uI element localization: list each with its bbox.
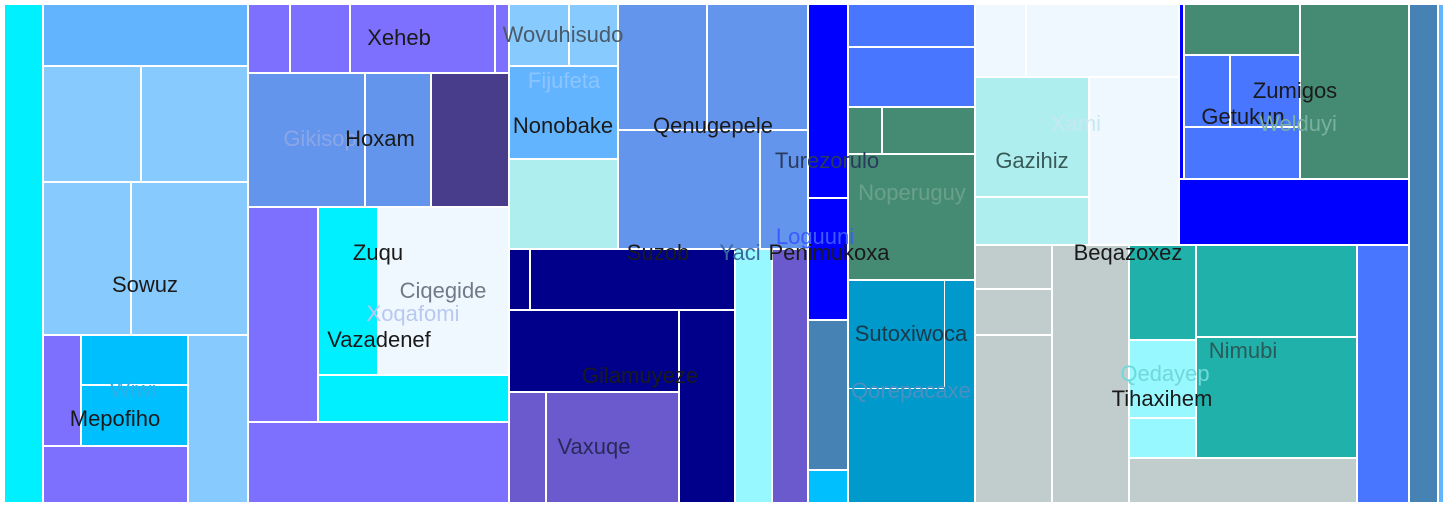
treemap-cell (975, 197, 1089, 245)
treemap-cell (679, 310, 735, 503)
treemap-cell (808, 4, 848, 198)
treemap-cell (509, 159, 618, 249)
treemap-cell (248, 422, 509, 503)
treemap-cell (248, 73, 365, 207)
treemap-cell (848, 47, 975, 107)
treemap-cell (848, 4, 975, 47)
treemap-cell (1184, 4, 1300, 55)
treemap-cell (81, 385, 188, 446)
treemap-cell (43, 66, 141, 182)
treemap-cell (975, 289, 1052, 335)
treemap-cell (4, 4, 43, 503)
treemap-cell (43, 446, 188, 503)
treemap-cell (1438, 4, 1444, 503)
treemap-cell (1089, 77, 1179, 245)
treemap-cell (1129, 245, 1196, 340)
treemap-cell (1129, 458, 1357, 503)
treemap-cell (188, 335, 248, 503)
treemap-cell (735, 249, 772, 503)
treemap-cell (431, 73, 509, 207)
treemap-cell (1179, 4, 1184, 179)
treemap-cell (81, 335, 188, 385)
treemap-cell (365, 73, 431, 207)
treemap-cell (509, 4, 569, 66)
treemap-cell (1184, 55, 1230, 127)
treemap-cell (546, 392, 679, 503)
treemap-cell (509, 249, 530, 310)
treemap-cell (509, 310, 679, 392)
treemap-cell (141, 66, 248, 182)
treemap-cell (1196, 245, 1357, 337)
treemap-cell (618, 4, 707, 130)
treemap-cell (772, 249, 808, 503)
treemap-cell (43, 182, 131, 335)
treemap-cell (1179, 179, 1409, 245)
treemap-cell (318, 375, 509, 422)
treemap-cell (1184, 127, 1300, 179)
treemap-cell (975, 335, 1052, 503)
treemap-cell (1300, 4, 1409, 179)
treemap-cell (1357, 245, 1409, 503)
treemap-cell (569, 4, 618, 66)
treemap-cell (1230, 55, 1300, 127)
treemap-cell (248, 207, 318, 422)
treemap-cell (707, 4, 808, 130)
treemap-cell (975, 4, 1026, 77)
treemap-cell (760, 130, 808, 249)
treemap-cell (1052, 245, 1129, 503)
treemap-cell (509, 392, 546, 503)
treemap-cell (1409, 4, 1438, 503)
treemap-cell (808, 198, 848, 320)
treemap-cell (1129, 340, 1196, 418)
treemap-cell (882, 107, 975, 154)
treemap-cell (848, 280, 945, 389)
treemap-cell (495, 4, 509, 73)
treemap-cell (43, 335, 81, 446)
treemap-cell (848, 107, 882, 154)
treemap-cell (1026, 4, 1179, 77)
treemap-cell (378, 207, 509, 375)
treemap-cell (618, 130, 760, 249)
treemap-cell (808, 470, 848, 503)
treemap-cell (975, 77, 1089, 197)
treemap-cell (848, 154, 975, 280)
treemap-cell (808, 320, 848, 470)
treemap-cell (975, 245, 1052, 289)
treemap-cell (43, 4, 248, 66)
treemap-cell (290, 4, 350, 73)
treemap-cell (350, 4, 495, 73)
treemap-cell (131, 182, 248, 335)
treemap-cell (318, 207, 378, 375)
treemap-cell (248, 4, 290, 73)
treemap-cell (1129, 418, 1196, 458)
treemap-cell (530, 249, 735, 310)
treemap-cell (1196, 337, 1357, 458)
treemap-cell (509, 66, 618, 159)
